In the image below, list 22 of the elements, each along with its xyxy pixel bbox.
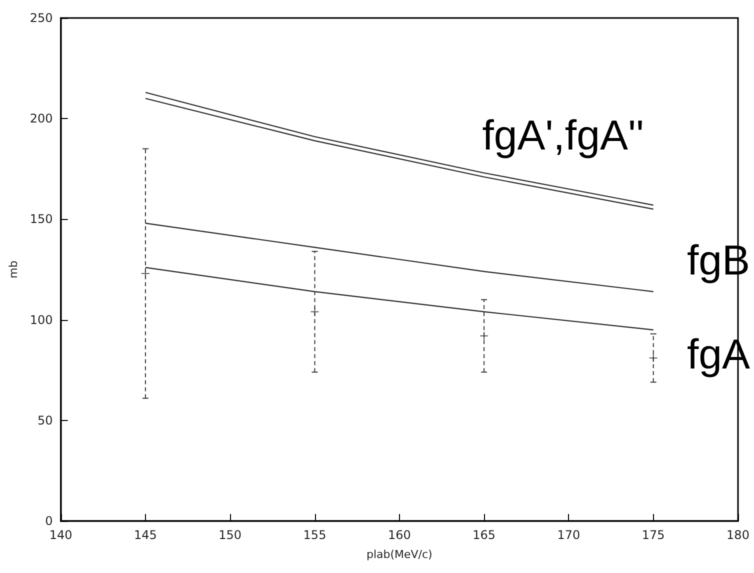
point	[310, 307, 320, 316]
x-tick-label: 140	[49, 528, 72, 542]
x-tick-label: 180	[726, 528, 750, 542]
annotation: fgA',fgA''	[482, 112, 644, 158]
y-axis-title: mb	[7, 260, 20, 278]
point	[480, 331, 489, 340]
x-tick-label: 165	[472, 528, 496, 542]
y-tick-label: 250	[30, 11, 53, 25]
y-tick-label: 100	[30, 312, 53, 327]
x-axis-title: plab(MeV/c)	[366, 548, 432, 561]
y-tick-label: 50	[38, 413, 53, 428]
x-tick-label: 150	[218, 528, 242, 542]
x-tick-label: 155	[303, 528, 326, 542]
y-tick-label: 0	[45, 514, 53, 528]
y-tick-label: 200	[30, 112, 53, 126]
x-tick-label: 145	[134, 528, 157, 542]
x-tick-label: 170	[557, 528, 580, 542]
y-tick-label: 150	[30, 212, 53, 226]
x-tick-label: 160	[388, 528, 411, 542]
point	[648, 354, 658, 363]
x-tick-label: 175	[642, 528, 665, 542]
point	[140, 269, 150, 278]
